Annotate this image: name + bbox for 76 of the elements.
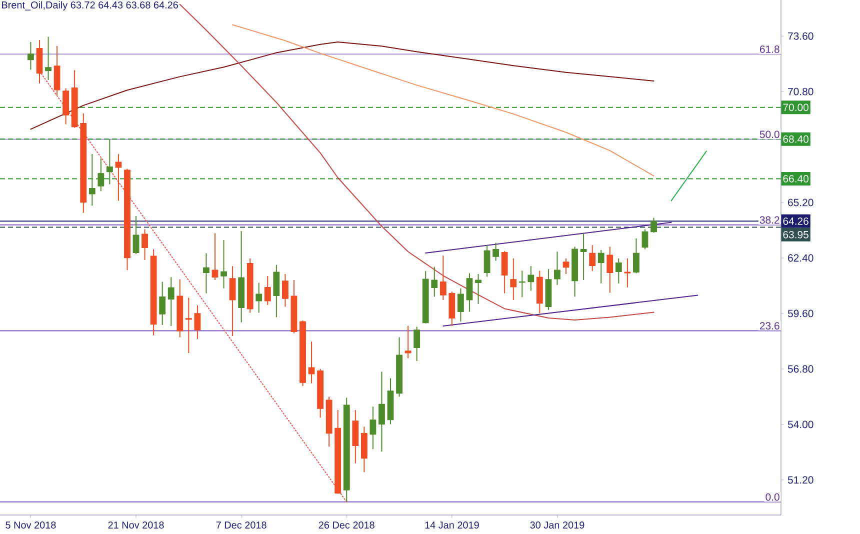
candlestick: [106, 138, 113, 185]
candlestick: [194, 304, 201, 340]
candlestick: [132, 215, 140, 255]
annotation: 38.2: [760, 216, 780, 224]
candlestick: [458, 288, 464, 322]
candlestick: [615, 258, 622, 284]
annotation: 23.6: [760, 322, 780, 330]
x-tick-label: 21 Nov 2018: [108, 522, 164, 529]
y-tick-label: 59.60: [788, 310, 814, 318]
candlestick: [404, 325, 412, 359]
candlestick: [633, 238, 640, 274]
candlestick: [168, 276, 174, 326]
candlestick: [501, 250, 508, 294]
candlestick: [650, 217, 657, 234]
candlestick: [115, 153, 122, 202]
x-tick-label: 14 Jan 2019: [425, 522, 479, 529]
candlestick: [554, 251, 560, 286]
candlestick: [98, 158, 104, 192]
candlestick: [510, 258, 517, 300]
candlestick: [484, 244, 490, 278]
candlestick: [185, 297, 192, 354]
candlestick: [562, 258, 570, 275]
annotation: 0.0: [766, 493, 780, 501]
candlestick: [273, 264, 280, 318]
candlestick: [54, 45, 60, 96]
candlestick: [414, 326, 420, 362]
candlestick: [142, 228, 148, 260]
line-series: [30, 42, 654, 130]
candlestick: [370, 406, 376, 450]
line-series: [179, 4, 654, 321]
candlestick: [431, 266, 438, 298]
candlestick: [492, 242, 500, 262]
candlestick: [528, 266, 534, 292]
candlestick: [589, 244, 596, 272]
candlestick: [256, 282, 262, 314]
x-tick-label: 7 Dec 2018: [216, 522, 266, 529]
candlestick: [229, 266, 236, 337]
x-tick-label: 26 Dec 2018: [318, 522, 374, 529]
ref-line-label: 70.00: [783, 104, 808, 112]
ref-line-label: 68.40: [783, 135, 808, 143]
candlestick: [88, 153, 96, 206]
candlestick: [203, 252, 210, 294]
annotation: 50.0: [760, 130, 780, 138]
candlestick: [518, 270, 526, 298]
y-tick-label: 62.40: [788, 254, 814, 262]
candlestick: [264, 276, 271, 306]
candlestick: [308, 341, 315, 384]
ref-line-label: 64.26: [783, 217, 808, 225]
candlestick: [606, 246, 614, 294]
annotation: 61.8: [760, 45, 780, 53]
candlestick: [466, 272, 473, 312]
candlestick: [598, 250, 604, 284]
candlestick: [580, 232, 587, 280]
candlestick: [220, 239, 227, 289]
candlestick: [282, 274, 288, 308]
chart-title: Brent_Oil,Daily 63.72 64.43 63.68 64.26: [2, 1, 178, 10]
y-tick-label: 73.60: [788, 32, 814, 40]
candlestick: [159, 281, 166, 326]
candlestick: [45, 36, 52, 81]
line-series: [232, 24, 654, 176]
candlestick: [642, 228, 648, 250]
candlestick: [28, 42, 34, 70]
x-tick-label: 5 Nov 2018: [6, 522, 56, 529]
candlestick: [212, 232, 218, 280]
y-tick-label: 56.80: [788, 365, 814, 373]
ref-line-label: 63.95: [783, 230, 808, 238]
ref-line-label: 66.40: [783, 175, 808, 182]
candlestick: [440, 255, 446, 300]
x-tick-label: 30 Jan 2019: [530, 522, 584, 529]
candlestick: [475, 274, 482, 304]
candlestick: [378, 371, 385, 452]
y-tick-label: 51.20: [788, 476, 814, 484]
y-tick-label: 54.00: [788, 420, 814, 428]
y-tick-label: 65.20: [788, 198, 814, 206]
candlestick: [624, 258, 631, 288]
y-tick-label: 70.80: [788, 88, 814, 96]
